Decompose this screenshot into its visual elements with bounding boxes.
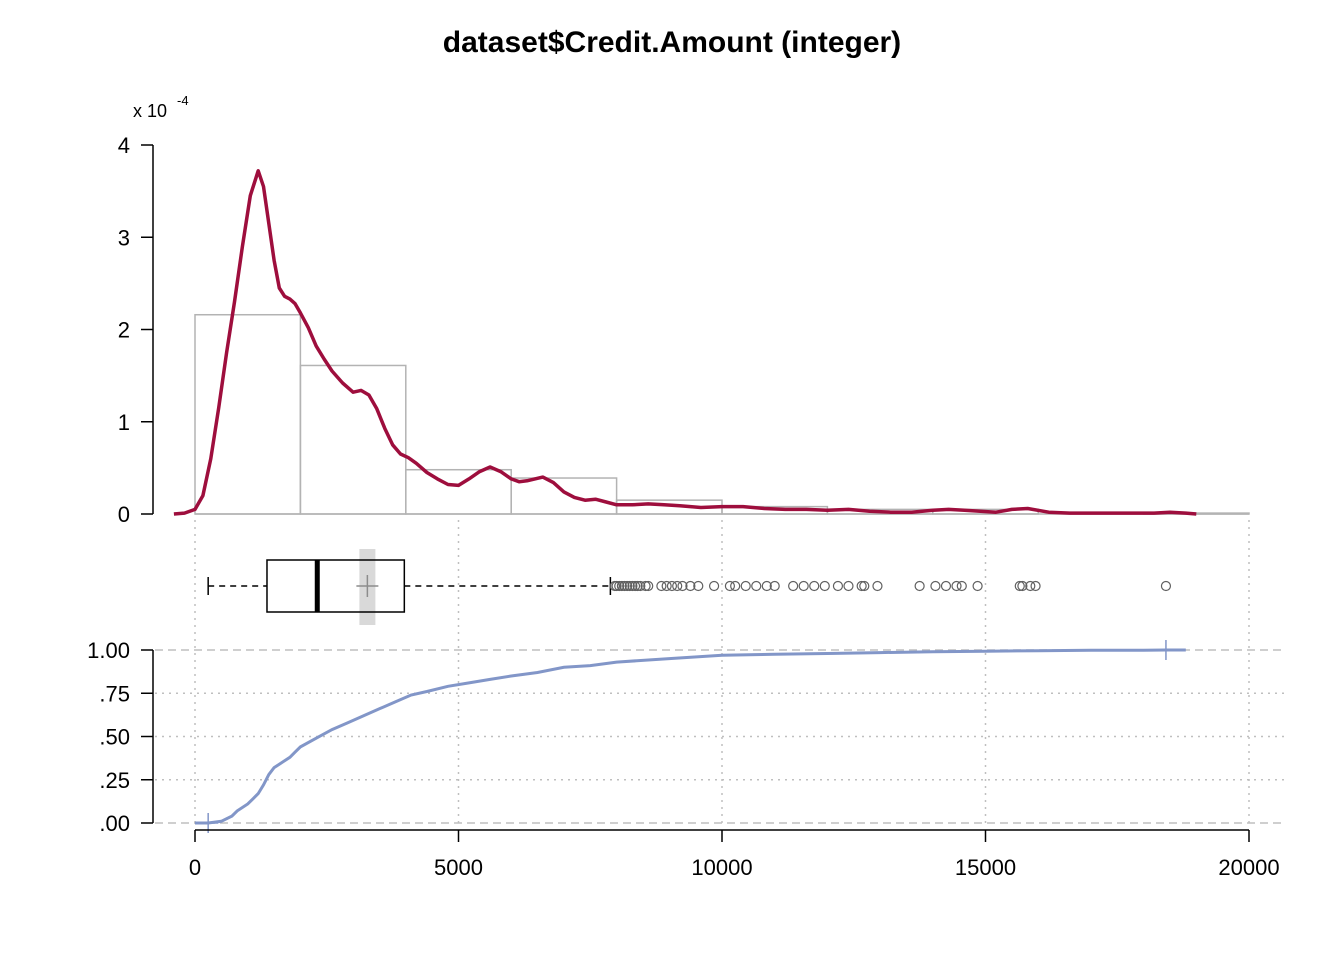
outlier-point bbox=[730, 580, 741, 592]
outlier-point bbox=[769, 580, 780, 592]
boxplot-panel bbox=[207, 549, 1172, 625]
outlier-point bbox=[740, 580, 751, 592]
outlier-point bbox=[1014, 580, 1025, 592]
outlier-point bbox=[914, 580, 925, 592]
density-tick-label: 2 bbox=[118, 318, 130, 343]
outlier-point bbox=[622, 580, 633, 592]
outlier-point bbox=[956, 580, 967, 592]
outlier-point bbox=[940, 580, 952, 592]
ecdf-tick-label: .25 bbox=[99, 768, 130, 793]
density-tick-label: 4 bbox=[118, 133, 130, 158]
outlier-point bbox=[1030, 580, 1041, 592]
ecdf-tick-label: .00 bbox=[99, 811, 130, 836]
outlier-point bbox=[666, 580, 678, 592]
outlier-point bbox=[930, 580, 941, 592]
x-axis: 0 5000 10000 15000 20000 bbox=[189, 829, 1280, 880]
outlier-point bbox=[635, 580, 646, 592]
outlier-point bbox=[627, 580, 638, 592]
ecdf-tick-label: .50 bbox=[99, 725, 130, 750]
outlier-point bbox=[611, 580, 622, 592]
ecdf-tick-label: 1.00 bbox=[87, 638, 130, 663]
x-tick-label: 0 bbox=[189, 855, 201, 880]
outlier-point bbox=[724, 580, 736, 592]
outlier-point bbox=[951, 580, 962, 592]
x-tick-label: 20000 bbox=[1218, 855, 1279, 880]
outlier-point bbox=[629, 580, 641, 592]
outlier-point bbox=[798, 580, 809, 592]
outlier-point bbox=[614, 580, 625, 592]
outlier-point bbox=[693, 580, 704, 592]
density-y-axis: 0 1 2 3 4 bbox=[118, 133, 154, 527]
outlier-point bbox=[972, 580, 983, 592]
outlier-point bbox=[1017, 580, 1028, 592]
outlier-point bbox=[761, 580, 772, 592]
outlier-point bbox=[677, 580, 688, 592]
ecdf-tick-label: .75 bbox=[99, 681, 130, 706]
ecdf-panel: .00 .25 .50 .75 1.00 bbox=[87, 638, 1186, 836]
outlier-point bbox=[751, 580, 762, 592]
outlier-point bbox=[708, 580, 720, 592]
outlier-point bbox=[661, 580, 672, 592]
chart-title: dataset$Credit.Amount (integer) bbox=[443, 26, 901, 59]
density-tick-label: 0 bbox=[118, 502, 130, 527]
ecdf-curve bbox=[195, 648, 1186, 825]
outlier-point bbox=[672, 580, 683, 592]
outlier-point bbox=[624, 580, 635, 592]
outlier-point bbox=[832, 580, 844, 592]
ecdf-y-axis: .00 .25 .50 .75 1.00 bbox=[87, 638, 154, 836]
outlier-point bbox=[788, 580, 799, 592]
outlier-point bbox=[819, 580, 830, 592]
histogram-panel: x 10 -4 0 1 2 3 4 bbox=[118, 93, 1250, 527]
x-tick-label: 5000 bbox=[434, 855, 483, 880]
outlier-point bbox=[872, 580, 883, 592]
outlier-point bbox=[619, 580, 630, 592]
outlier-point bbox=[685, 580, 696, 592]
density-scale-label: x 10 bbox=[133, 101, 167, 121]
density-curve bbox=[173, 169, 1197, 516]
outlier-point bbox=[1025, 580, 1036, 592]
density-scale-exponent: -4 bbox=[177, 93, 189, 108]
iqr-box bbox=[266, 559, 406, 613]
outlier-point bbox=[859, 580, 870, 592]
outlier-point bbox=[1160, 580, 1172, 592]
density-tick-label: 1 bbox=[118, 410, 130, 435]
x-tick-label: 15000 bbox=[955, 855, 1016, 880]
x-tick-label: 10000 bbox=[691, 855, 752, 880]
outlier-point bbox=[616, 580, 627, 592]
outlier-point bbox=[843, 580, 854, 592]
outlier-point bbox=[643, 580, 654, 592]
outlier-point bbox=[856, 580, 867, 592]
density-tick-label: 3 bbox=[118, 225, 130, 250]
outlier-point bbox=[640, 580, 651, 592]
outlier-point bbox=[656, 580, 667, 592]
outlier-point bbox=[809, 580, 820, 592]
outlier-point bbox=[632, 580, 643, 592]
